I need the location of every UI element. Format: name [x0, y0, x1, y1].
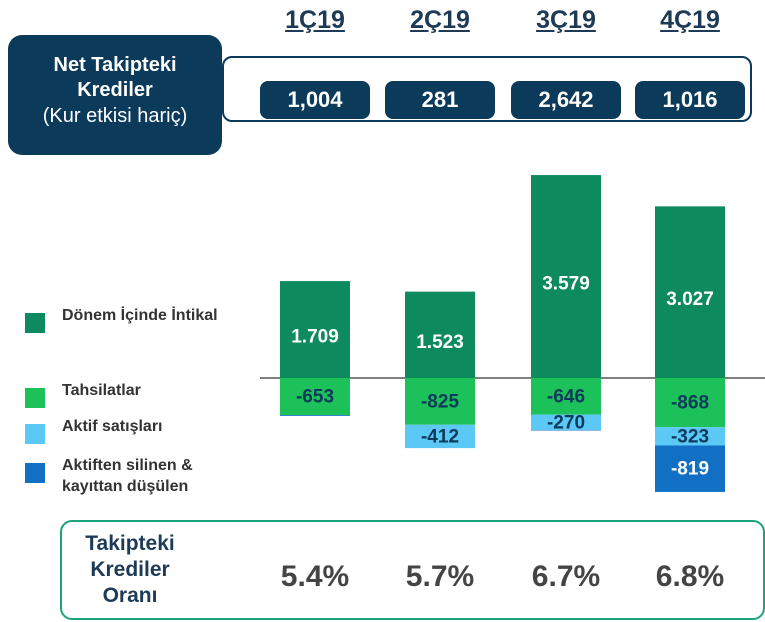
bar-segment: [280, 414, 350, 416]
period-header: 4Ç19: [660, 6, 720, 34]
ratio-value: 5.7%: [405, 560, 475, 593]
net-note: (Kur etkisi hariç): [42, 105, 188, 127]
bar-label: -868: [671, 393, 709, 414]
bar-label: 3.579: [542, 274, 590, 295]
ratio-frame: [60, 520, 765, 620]
bar-segment: [405, 424, 475, 449]
period-header: 3Ç19: [536, 6, 596, 34]
ratio-value: 6.8%: [655, 560, 725, 593]
ratio-label: Takipteki Krediler Oranı: [85, 532, 175, 607]
legend-swatch: [25, 388, 45, 408]
legend-label: Aktif satışları: [62, 418, 163, 435]
bar-segment: [280, 281, 350, 378]
legend-label: Dönem İçinde İntikal: [62, 307, 218, 324]
bar-segment: [531, 175, 601, 378]
legend-label: Aktiften silinen & kayıttan düşülen: [62, 457, 193, 495]
bar-label: -323: [671, 426, 709, 447]
bar-label: 1.523: [416, 332, 464, 353]
bar-label: -412: [421, 426, 459, 447]
legend-swatch: [25, 463, 45, 483]
net-value: 281: [385, 81, 495, 119]
bar-label: -646: [547, 386, 585, 407]
bar-segment: [531, 429, 601, 431]
bar-label: -653: [296, 386, 334, 407]
bar-segment: [655, 427, 725, 446]
bar-label: -825: [421, 391, 459, 412]
bar-segment: [405, 377, 475, 425]
net-label: Net Takipteki Krediler: [53, 54, 177, 101]
period-header: 1Ç19: [285, 6, 345, 34]
bar-segment: [655, 445, 725, 492]
bar-segment: [405, 291, 475, 378]
ratio-value: 6.7%: [531, 560, 601, 593]
net-frame: [222, 56, 752, 122]
legend-swatch: [25, 424, 45, 444]
bar-label: 1.709: [291, 327, 339, 348]
legend-label: Tahsilatlar: [62, 382, 141, 399]
bar-label: 3.027: [666, 289, 714, 310]
bar-segment: [280, 377, 350, 415]
bar-segment: [655, 377, 725, 428]
bar-label: -270: [547, 412, 585, 433]
net-value: 1,004: [260, 81, 370, 119]
net-label-box: Net Takipteki Krediler (Kur etkisi hariç…: [8, 35, 222, 155]
net-value: 2,642: [511, 81, 621, 119]
bar-segment: [531, 377, 601, 415]
period-header: 2Ç19: [410, 6, 470, 34]
net-value: 1,016: [635, 81, 745, 119]
bar-segment: [531, 414, 601, 430]
bar-segment: [655, 206, 725, 378]
ratio-value: 5.4%: [280, 560, 350, 593]
bar-label: -819: [671, 459, 709, 480]
legend-swatch: [25, 313, 45, 333]
